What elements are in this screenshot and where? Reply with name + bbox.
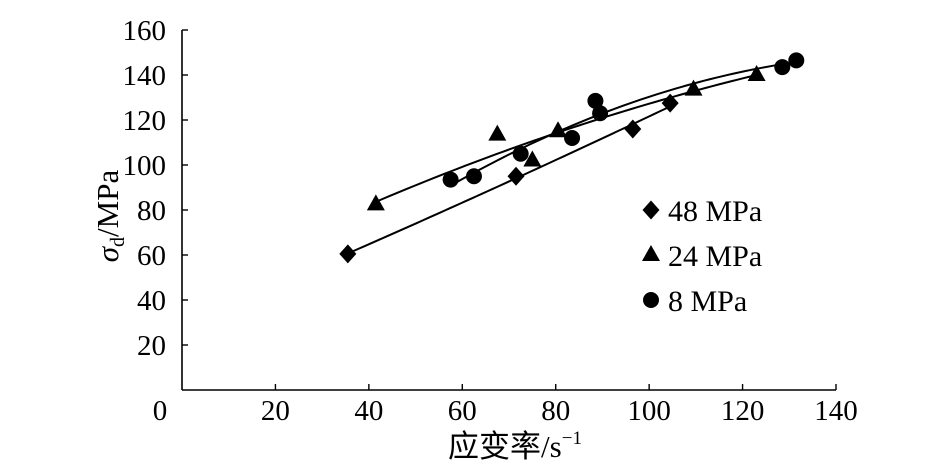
x-tick-label: 60 xyxy=(448,395,477,427)
x-axis-label-superscript: −1 xyxy=(562,428,582,449)
data-point-48-mpa xyxy=(661,93,679,113)
y-axis-label-unit: /MPa xyxy=(90,170,125,237)
legend-item-8-mpa: 8 MPa xyxy=(643,285,747,318)
legend-marker-circle xyxy=(643,292,659,308)
x-tick-label: 120 xyxy=(721,395,765,427)
y-tick-label: 20 xyxy=(137,330,166,362)
data-point-24-mpa xyxy=(488,124,507,141)
data-point-48-mpa xyxy=(507,166,525,186)
y-tick-label: 160 xyxy=(123,15,167,47)
data-point-8-mpa xyxy=(788,52,805,69)
legend-marker-triangle xyxy=(642,245,660,261)
legend-label: 8 MPa xyxy=(668,285,747,318)
legend-label: 48 MPa xyxy=(668,195,762,228)
y-axis-label: σd/MPa xyxy=(90,170,129,263)
series-48-mpa xyxy=(339,93,679,264)
data-point-8-mpa xyxy=(465,168,482,185)
data-point-24-mpa xyxy=(549,121,568,138)
series-8-mpa xyxy=(442,52,805,188)
data-point-8-mpa xyxy=(512,145,529,162)
x-tick-label: 80 xyxy=(541,395,570,427)
data-point-8-mpa xyxy=(592,105,609,122)
y-tick-label: 100 xyxy=(123,150,167,182)
legend-marker-diamond xyxy=(642,200,660,220)
y-tick-label: 140 xyxy=(123,60,167,92)
data-point-8-mpa xyxy=(564,130,581,146)
data-point-24-mpa xyxy=(684,79,703,96)
x-tick-label: 0 xyxy=(153,395,168,427)
y-axis-label-symbol: σ xyxy=(90,245,125,262)
data-point-24-mpa xyxy=(366,194,385,211)
y-axis-label-subscript: d xyxy=(107,237,129,247)
legend: 48 MPa 24 MPa 8 MPa xyxy=(642,195,762,318)
fit-curve-48-mpa xyxy=(346,105,672,255)
data-points xyxy=(339,52,805,264)
y-tick-label: 60 xyxy=(137,240,166,272)
x-tick-label: 40 xyxy=(354,395,383,427)
x-tick-label: 20 xyxy=(261,395,290,427)
data-point-8-mpa xyxy=(442,171,459,188)
x-tick-label: 100 xyxy=(627,395,671,427)
data-point-8-mpa xyxy=(587,92,604,109)
data-point-48-mpa xyxy=(624,119,642,139)
legend-item-48-mpa: 48 MPa xyxy=(642,195,762,228)
y-tick-label: 120 xyxy=(123,105,167,137)
y-tick-label: 40 xyxy=(137,285,166,317)
x-axis-label-text: 应变率/s xyxy=(448,429,562,464)
y-tick-label: 80 xyxy=(137,195,166,227)
series-24-mpa xyxy=(366,65,766,211)
data-point-8-mpa xyxy=(774,59,791,76)
data-point-24-mpa xyxy=(523,150,542,167)
fit-curve-8-mpa xyxy=(449,60,798,187)
x-tick-label: 140 xyxy=(814,395,858,427)
data-point-24-mpa xyxy=(747,65,766,81)
axes: 0 20 40 60 80 100 120 140 20 40 60 80 100 120 140 160 xyxy=(123,15,858,427)
x-axis-label: 应变率/s−1 xyxy=(448,428,582,464)
legend-label: 24 MPa xyxy=(668,240,762,273)
data-point-48-mpa xyxy=(339,244,357,264)
legend-item-24-mpa: 24 MPa xyxy=(642,240,762,273)
